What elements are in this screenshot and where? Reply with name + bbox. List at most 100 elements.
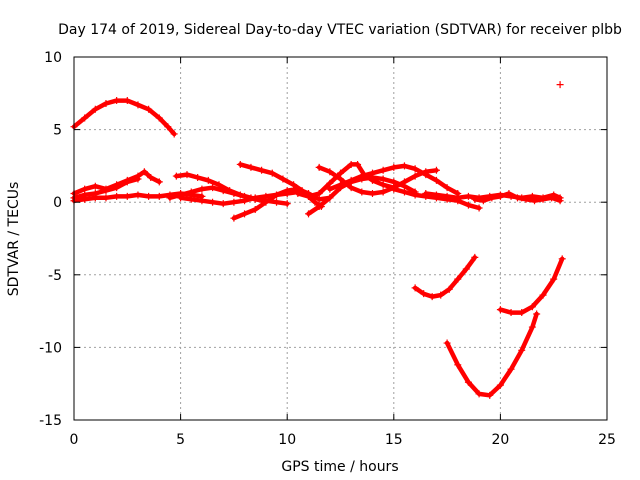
data-point [475,204,483,212]
data-point [187,188,195,196]
x-tick-label: 15 [385,432,403,448]
data-point [411,165,419,173]
data-point [326,185,334,193]
data-point [411,172,419,180]
data-point [354,160,362,168]
data-point [209,184,217,192]
x-axis-label: GPS time / hours [281,459,398,475]
data-point [347,176,355,184]
data-point [422,171,430,179]
data-point [230,198,238,206]
data-point [505,189,513,197]
data-point [443,192,451,200]
data-point [556,81,564,89]
data-point [347,160,355,168]
data-point [337,181,344,189]
data-point [479,197,487,205]
data-point [462,265,470,273]
data-point [91,105,99,113]
data-point [305,210,313,218]
data-point [464,201,472,209]
data-point [315,189,323,197]
data-point [215,181,223,189]
data-point [134,175,142,183]
data-point [400,178,408,186]
data-point [311,198,319,206]
data-point [390,185,398,193]
data-point [400,188,408,196]
data-point [155,178,163,186]
data-point [390,163,398,171]
data-point [279,175,287,183]
data-point [230,214,238,222]
data-point [134,191,142,199]
data-point [198,185,206,193]
data-point [262,198,270,206]
data-point [454,361,462,369]
data-point [140,168,148,176]
data-point [305,192,313,200]
data-point [187,195,195,203]
data-point [155,192,163,200]
x-tick-label: 25 [598,432,616,448]
data-point [432,166,440,174]
data-point [241,210,249,218]
data-point [236,160,244,168]
data-point [400,162,408,170]
data-point [358,188,366,196]
data-point [528,323,536,331]
data-point [102,187,110,195]
data-point [496,306,504,314]
series-arc-18 [443,310,541,399]
series-arc-16 [471,189,564,205]
data-point [422,189,430,197]
data-point [513,194,521,202]
data-point [420,290,428,298]
data-point [164,123,172,131]
data-point [379,175,387,183]
data-point [443,339,451,347]
data-point [251,205,259,213]
data-point [273,191,281,199]
data-point [326,168,334,176]
plot-frame [73,56,608,421]
data-point [464,378,472,386]
data-point [556,197,564,205]
data-point [518,346,526,354]
series-arc-8 [236,160,325,211]
data-point [454,194,462,202]
data-point [445,285,453,293]
chart-title: Day 174 of 2019, Sidereal Day-to-day VTE… [58,22,622,38]
data-point [134,101,142,109]
data-point [247,163,255,171]
data-point [464,192,472,200]
data-point [81,195,89,203]
data-point [507,365,515,373]
data-point [548,194,556,202]
grid [74,57,607,420]
data-point [315,163,323,171]
data-point [113,192,121,200]
data-point [531,197,539,205]
data-point [411,191,419,199]
data-point [522,195,530,203]
data-point [368,189,376,197]
data-point [194,174,202,182]
data-point [294,189,302,197]
data-point [496,381,504,389]
series-arc-19 [496,255,566,317]
data-point [454,275,462,283]
data-point [91,182,99,190]
data-point [177,194,185,202]
data-point [488,194,496,202]
data-point [251,194,259,202]
y-tick-label: 0 [53,195,62,211]
data-point [528,303,536,311]
data-point [102,99,110,107]
data-point [411,284,419,292]
data-point [518,309,526,317]
series-arc-11 [305,174,419,218]
data-point [347,184,355,192]
data-point [155,114,163,122]
data-point [147,174,155,182]
